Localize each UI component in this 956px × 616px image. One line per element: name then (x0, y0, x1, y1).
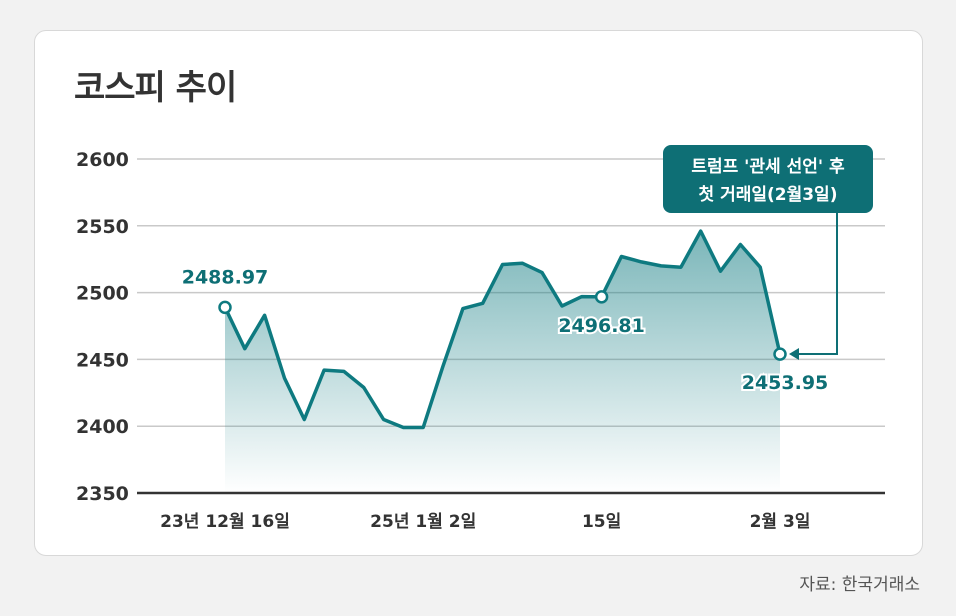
annotation-markers: 2488.97 2496.81 2453.95 (180, 264, 831, 396)
annotation-marker (594, 290, 609, 304)
source-note: 자료: 한국거래소 (799, 575, 920, 595)
chart-title: 코스피 추이 (74, 68, 237, 108)
y-tick-label: 2400 (76, 416, 129, 438)
callout: 트럼프 '관세 선언' 후 첫 거래일(2월3일) (663, 145, 873, 360)
x-tick-label: 15일 (582, 512, 621, 532)
y-tick-label: 2550 (76, 216, 129, 238)
y-axis-ticks: 2350 2400 2450 2500 2550 2600 (76, 149, 129, 505)
callout-line-2: 첫 거래일(2월3일) (699, 184, 838, 205)
x-tick-label: 2월 3일 (750, 512, 811, 532)
area-fill (225, 231, 780, 493)
y-tick-label: 2450 (76, 349, 129, 371)
y-tick-label: 2600 (76, 149, 129, 171)
callout-line-1: 트럼프 '관세 선언' 후 (691, 156, 845, 177)
x-tick-label: 25년 1월 2일 (370, 512, 476, 532)
series-line (223, 229, 782, 430)
annotation-marker (218, 300, 232, 315)
annotation-marker (773, 347, 787, 361)
callout-box (663, 145, 873, 213)
x-axis-ticks: 23년 12월 16일 25년 1월 2일 15일 2월 3일 (160, 512, 810, 532)
annotation-label: 2496.81 (558, 315, 645, 337)
callout-connector (797, 213, 838, 355)
annotation-label: 2453.95 (742, 372, 829, 394)
x-tick-label: 23년 12월 16일 (160, 512, 290, 532)
callout-arrow-icon (789, 348, 799, 360)
y-tick-label: 2500 (76, 283, 129, 305)
annotation-label: 2488.97 (182, 266, 269, 288)
y-tick-label: 2350 (76, 483, 129, 505)
